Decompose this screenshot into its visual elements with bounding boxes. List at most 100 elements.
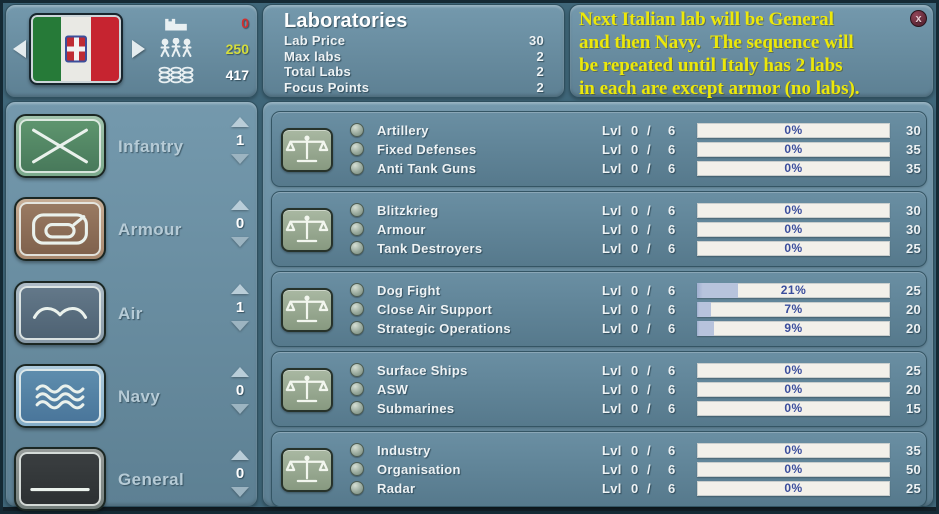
research-item-row: Strategic Operations Lvl 0 / 6 9% 20 — [272, 320, 926, 337]
sidebar-item-air: Air 1 — [6, 281, 257, 347]
level-prefix: Lvl — [602, 161, 622, 176]
level-max: 6 — [668, 382, 676, 397]
progress-bar: 0% — [697, 222, 890, 237]
research-radio[interactable] — [350, 382, 364, 396]
up-arrow-icon[interactable] — [231, 117, 249, 127]
research-cost: 25 — [905, 363, 921, 378]
level-value: 0 — [631, 302, 639, 317]
research-radio[interactable] — [350, 363, 364, 377]
down-arrow-icon[interactable] — [231, 237, 249, 247]
manpower-resource: 250 — [156, 37, 249, 61]
progress-label: 0% — [784, 241, 803, 255]
sidebar-item-label: Armour — [118, 220, 182, 239]
manpower-value: 250 — [225, 41, 249, 57]
level-max: 6 — [668, 321, 676, 336]
up-arrow-icon[interactable] — [231, 367, 249, 377]
research-item-row: Radar Lvl 0 / 6 0% 25 — [272, 480, 926, 497]
armour-icon[interactable] — [14, 197, 106, 261]
level-prefix: Lvl — [602, 481, 622, 496]
note-panel: Next Italian lab will be General and the… — [569, 4, 934, 99]
research-name: Anti Tank Guns — [377, 161, 477, 176]
infantry-icon[interactable] — [14, 114, 106, 178]
max-labs-row: Max labs 2 — [284, 49, 544, 65]
progress-label: 21% — [780, 283, 807, 297]
level-value: 0 — [631, 401, 639, 416]
level-prefix: Lvl — [602, 363, 622, 378]
level-separator: / — [647, 321, 651, 336]
air-icon[interactable] — [14, 281, 106, 345]
research-group-armour: Blitzkrieg Lvl 0 / 6 0% 30 Armour Lvl 0 … — [271, 191, 927, 267]
industry-value: 0 — [241, 15, 249, 31]
prev-country-arrow-icon[interactable] — [13, 40, 26, 58]
research-item-row: Artillery Lvl 0 / 6 0% 30 — [272, 122, 926, 139]
progress-bar: 0% — [697, 142, 890, 157]
down-arrow-icon[interactable] — [231, 404, 249, 414]
note-text: Next Italian lab will be General and the… — [579, 9, 860, 99]
up-arrow-icon[interactable] — [231, 200, 249, 210]
progress-bar: 9% — [697, 321, 890, 336]
research-radio[interactable] — [350, 203, 364, 217]
level-value: 0 — [631, 222, 639, 237]
treasury-value: 417 — [225, 67, 249, 83]
research-radio[interactable] — [350, 481, 364, 495]
progress-bar: 0% — [697, 363, 890, 378]
research-cost: 20 — [905, 302, 921, 317]
research-item-row: Surface Ships Lvl 0 / 6 0% 25 — [272, 362, 926, 379]
research-radio[interactable] — [350, 123, 364, 137]
sidebar-item-label: General — [118, 470, 185, 489]
research-item-row: Blitzkrieg Lvl 0 / 6 0% 30 — [272, 202, 926, 219]
next-country-arrow-icon[interactable] — [132, 40, 145, 58]
research-cost: 30 — [905, 123, 921, 138]
research-radio[interactable] — [350, 142, 364, 156]
research-name: Submarines — [377, 401, 455, 416]
stat-value: 2 — [536, 48, 544, 64]
level-max: 6 — [668, 283, 676, 298]
down-arrow-icon[interactable] — [231, 321, 249, 331]
level-value: 0 — [631, 481, 639, 496]
research-item-row: Fixed Defenses Lvl 0 / 6 0% 35 — [272, 141, 926, 158]
lab-scale-icon — [281, 208, 333, 252]
research-radio[interactable] — [350, 443, 364, 457]
research-radio[interactable] — [350, 161, 364, 175]
up-arrow-icon[interactable] — [231, 450, 249, 460]
level-separator: / — [647, 481, 651, 496]
research-radio[interactable] — [350, 222, 364, 236]
research-radio[interactable] — [350, 462, 364, 476]
research-name: Industry — [377, 443, 431, 458]
level-value: 0 — [631, 241, 639, 256]
progress-bar: 0% — [697, 241, 890, 256]
level-max: 6 — [668, 241, 676, 256]
research-radio[interactable] — [350, 283, 364, 297]
navy-icon[interactable] — [14, 364, 106, 428]
research-radio[interactable] — [350, 401, 364, 415]
research-cost: 20 — [905, 321, 921, 336]
stat-value: 2 — [536, 79, 544, 95]
research-name: Armour — [377, 222, 426, 237]
lab-count: 1 — [235, 299, 245, 316]
progress-label: 0% — [784, 443, 803, 457]
level-separator: / — [647, 123, 651, 138]
level-prefix: Lvl — [602, 203, 622, 218]
close-icon[interactable]: x — [910, 10, 927, 27]
down-arrow-icon[interactable] — [231, 154, 249, 164]
research-radio[interactable] — [350, 321, 364, 335]
level-prefix: Lvl — [602, 401, 622, 416]
level-prefix: Lvl — [602, 241, 622, 256]
general-icon[interactable] — [14, 447, 106, 511]
down-arrow-icon[interactable] — [231, 487, 249, 497]
progress-label: 0% — [784, 462, 803, 476]
research-item-row: Anti Tank Guns Lvl 0 / 6 0% 35 — [272, 160, 926, 177]
level-separator: / — [647, 142, 651, 157]
research-name: Dog Fight — [377, 283, 441, 298]
research-radio[interactable] — [350, 302, 364, 316]
up-arrow-icon[interactable] — [231, 284, 249, 294]
progress-label: 0% — [784, 123, 803, 137]
stat-value: 2 — [536, 64, 544, 80]
focus-points-row: Focus Points 2 — [284, 80, 544, 96]
sidebar-item-armour: Armour 0 — [6, 197, 257, 263]
level-value: 0 — [631, 283, 639, 298]
research-radio[interactable] — [350, 241, 364, 255]
level-value: 0 — [631, 123, 639, 138]
level-max: 6 — [668, 302, 676, 317]
total-labs-row: Total Labs 2 — [284, 64, 544, 80]
